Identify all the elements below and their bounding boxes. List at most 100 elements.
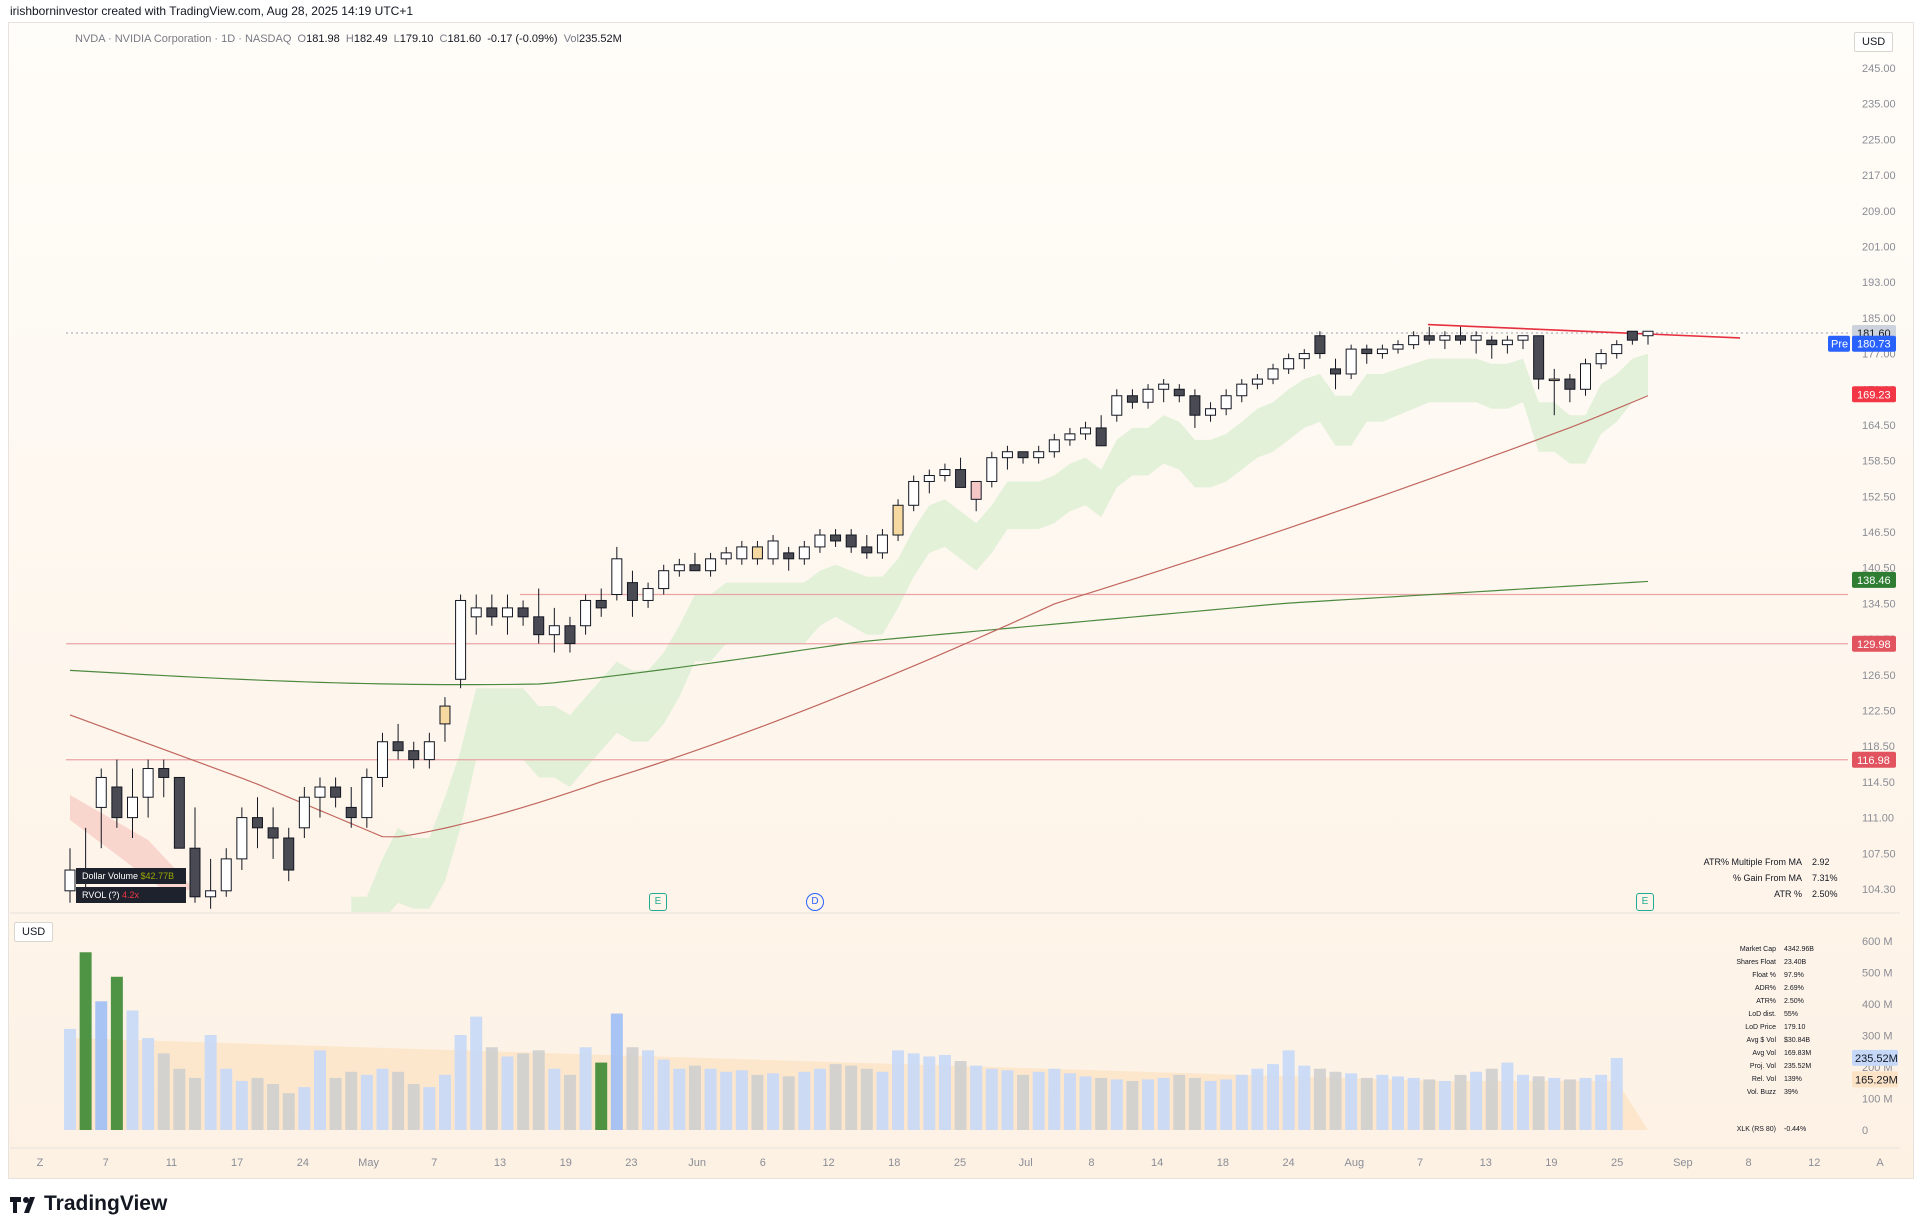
time-tick-label: 25 — [954, 1157, 966, 1169]
candle-body — [189, 847, 201, 898]
close-label: C — [439, 33, 448, 45]
candle-body — [1283, 358, 1295, 370]
price-tick-label: 118.50 — [1862, 741, 1895, 753]
stats-value: 179.10 — [1784, 1024, 1806, 1031]
volume-tick-label: 400 M — [1862, 999, 1893, 1011]
candle-body — [376, 741, 388, 778]
volume-bar — [173, 1068, 186, 1130]
volume-bar — [782, 1076, 795, 1130]
price-tick-label: 107.50 — [1862, 848, 1896, 860]
volume-tick-label: 500 M — [1862, 968, 1893, 980]
level1-label-bg — [1852, 635, 1896, 652]
candle-body — [830, 534, 842, 542]
low-label: L — [393, 33, 400, 45]
stats-row: Market Cap 4342.96B — [1700, 946, 1826, 959]
stats-label: XLK (RS 80) — [1736, 1126, 1776, 1133]
candle-body — [595, 599, 607, 609]
price-tick-label: 235.00 — [1862, 99, 1896, 111]
pre-price-label-bg — [1852, 335, 1896, 352]
rvol-row: RVOL (?) 4.2x — [76, 887, 186, 903]
volume-currency-button[interactable]: USD — [14, 922, 54, 942]
volume-bar — [517, 1053, 530, 1130]
volume-bar — [626, 1047, 639, 1130]
volume-bar — [1188, 1077, 1201, 1130]
dollar-volume-label: Dollar Volume — [82, 871, 139, 881]
dividend-event-icon[interactable]: D — [806, 893, 824, 911]
volume-bar — [548, 1068, 561, 1130]
change-value: -0.17 (-0.09%) — [487, 33, 558, 45]
candle-body — [1158, 383, 1170, 390]
earnings-event-icon[interactable]: E — [649, 893, 667, 911]
volume-bar — [1376, 1074, 1389, 1130]
volume-tick-label: 0 — [1862, 1125, 1868, 1137]
candle-body — [705, 558, 717, 572]
volume-bar — [110, 976, 123, 1130]
price-tick-label: 201.00 — [1862, 241, 1896, 253]
volume-bar — [907, 1053, 920, 1130]
stats-label: Avg Vol — [1752, 1050, 1776, 1057]
atr-row: ATR % 2.50% — [1676, 889, 1837, 905]
candle-body — [470, 607, 482, 618]
stats-value: 4342.96B — [1784, 946, 1814, 953]
volume-bar — [642, 1050, 655, 1130]
candle-body — [564, 625, 576, 645]
volume-bar — [407, 1084, 420, 1130]
candle-body — [1330, 368, 1342, 375]
volume-bar — [235, 1080, 248, 1130]
time-tick-label: 11 — [166, 1157, 177, 1169]
candle-body — [1251, 378, 1263, 385]
volume-bar — [1204, 1080, 1217, 1130]
atr-value: 2.92 — [1812, 857, 1830, 867]
chart-frame[interactable] — [8, 22, 1914, 1179]
candle-body — [267, 827, 279, 839]
volume-bar — [1313, 1068, 1326, 1130]
stats-label: ATR% — [1756, 998, 1776, 1005]
volume-bar — [735, 1070, 748, 1130]
price-currency-button[interactable]: USD — [1854, 32, 1894, 52]
stats-row: Avg $ Vol $30.84B — [1700, 1037, 1826, 1050]
volume-bar — [126, 1010, 139, 1130]
time-tick-label: Jun — [688, 1157, 706, 1169]
candle-body — [361, 776, 373, 819]
stats-value: 169.83M — [1784, 1050, 1812, 1057]
time-tick-label: 18 — [888, 1157, 900, 1169]
volume-bar — [64, 1028, 76, 1130]
volume-bar — [1610, 1057, 1623, 1130]
time-tick-label: 7 — [1417, 1157, 1423, 1169]
volume-bar — [1438, 1080, 1451, 1130]
volume-bar — [688, 1065, 701, 1130]
stats-row: ADR% 2.69% — [1700, 985, 1826, 998]
volume-bar — [532, 1050, 545, 1130]
time-tick-label: Jul — [1019, 1157, 1033, 1169]
high-label: H — [345, 33, 354, 45]
earnings-event-icon[interactable]: E — [1636, 893, 1654, 911]
volume-bar — [704, 1068, 717, 1130]
overlay-table: Dollar Volume $42.77B RVOL (?) 4.2x — [76, 868, 186, 906]
price-tick-label: 158.50 — [1862, 456, 1896, 468]
time-tick-label: 24 — [1282, 1157, 1294, 1169]
candle-body — [392, 741, 404, 752]
volume-bar — [1579, 1077, 1592, 1130]
price-tick-label: 164.50 — [1862, 420, 1896, 432]
dollar-volume-row: Dollar Volume $42.77B — [76, 868, 186, 884]
volume-bar — [1079, 1076, 1092, 1130]
candle-body — [1001, 451, 1013, 459]
candle-body — [64, 869, 76, 892]
volume-bar — [673, 1068, 686, 1130]
candle-body — [1080, 427, 1092, 435]
tradingview-logo[interactable]: TradingView — [10, 1192, 167, 1219]
high-value: 182.49 — [353, 33, 388, 45]
price-tick-label: 146.50 — [1862, 527, 1896, 539]
rvol-label: RVOL (?) — [82, 890, 120, 900]
candle-body — [1142, 388, 1154, 403]
stats-row: Proj. Vol 235.52M — [1700, 1063, 1826, 1076]
volume-bar — [829, 1064, 842, 1130]
volume-bar — [376, 1068, 389, 1130]
stats-label: Avg $ Vol — [1746, 1037, 1776, 1044]
time-tick-label: 8 — [1746, 1157, 1752, 1169]
volume-bar — [1235, 1074, 1248, 1130]
volume-bar — [1360, 1077, 1373, 1130]
volume-bar — [610, 1013, 623, 1130]
time-tick-label: 12 — [822, 1157, 834, 1169]
